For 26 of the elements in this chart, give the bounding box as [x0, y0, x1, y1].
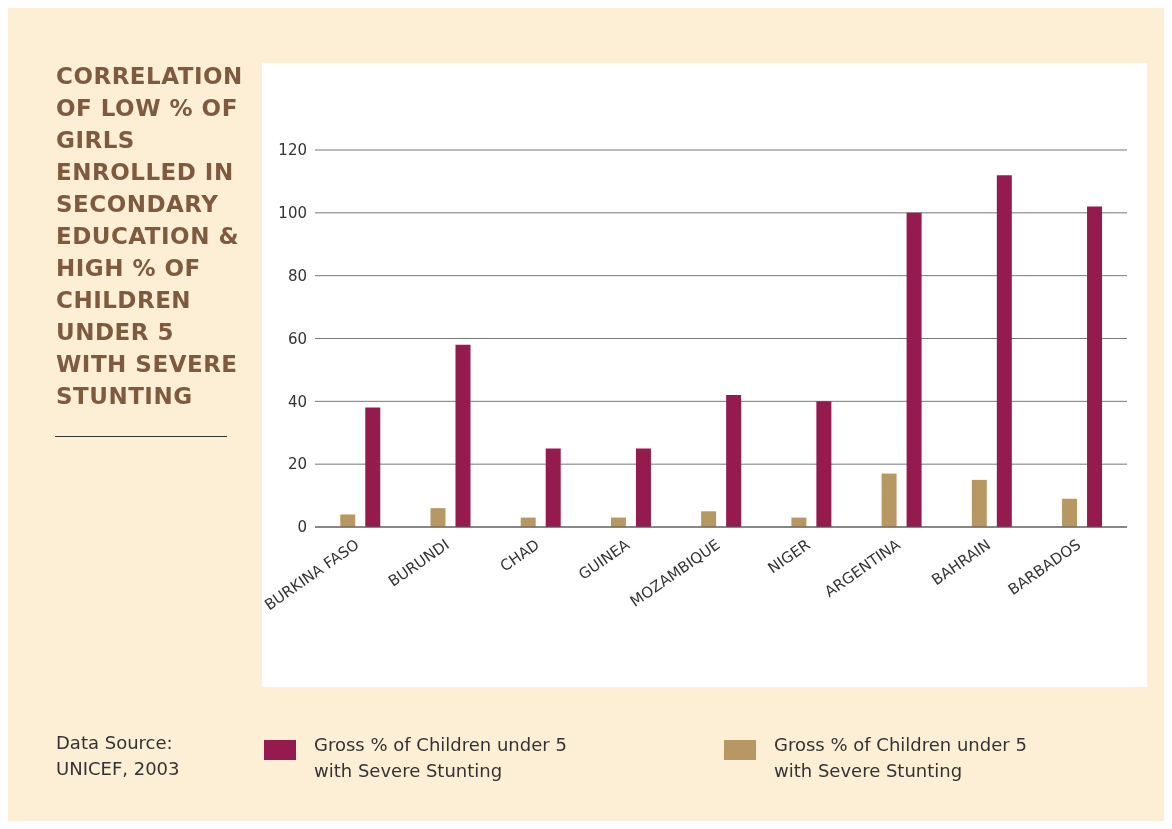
y-tick-label: 0: [297, 518, 307, 537]
chart-title: CORRELATION OF LOW % OF GIRLS ENROLLED IN SECONDARY EDUCATION & HIGH % OF CHILDREN UNDER 5 WITH SEVERE STUNTING: [56, 63, 243, 409]
bar: [881, 473, 897, 527]
bar: [1062, 498, 1078, 527]
legend-label: Gross % of Children under 5 with Severe Stunting: [774, 733, 1028, 783]
y-tick-label: 60: [287, 329, 307, 348]
bar: [455, 344, 471, 527]
bar: [816, 401, 832, 527]
bar: [635, 448, 651, 527]
source-note: Data Source: UNICEF, 2003: [56, 731, 181, 781]
bar: [906, 212, 922, 527]
y-tick-label: 40: [287, 392, 307, 411]
bar: [545, 448, 561, 527]
bar: [996, 175, 1012, 527]
bar: [365, 407, 381, 527]
legend-label: Gross % of Children under 5 with Severe Stunting: [314, 733, 568, 783]
bar: [430, 508, 446, 527]
bar: [340, 514, 356, 527]
bar: [971, 479, 987, 527]
y-tick-label: 80: [287, 266, 307, 285]
y-tick-label: 100: [278, 204, 307, 223]
bar: [726, 395, 742, 527]
y-tick-label: 20: [287, 455, 307, 474]
y-tick-label: 120: [278, 141, 307, 160]
bar: [701, 511, 717, 527]
bar: [1087, 206, 1103, 527]
